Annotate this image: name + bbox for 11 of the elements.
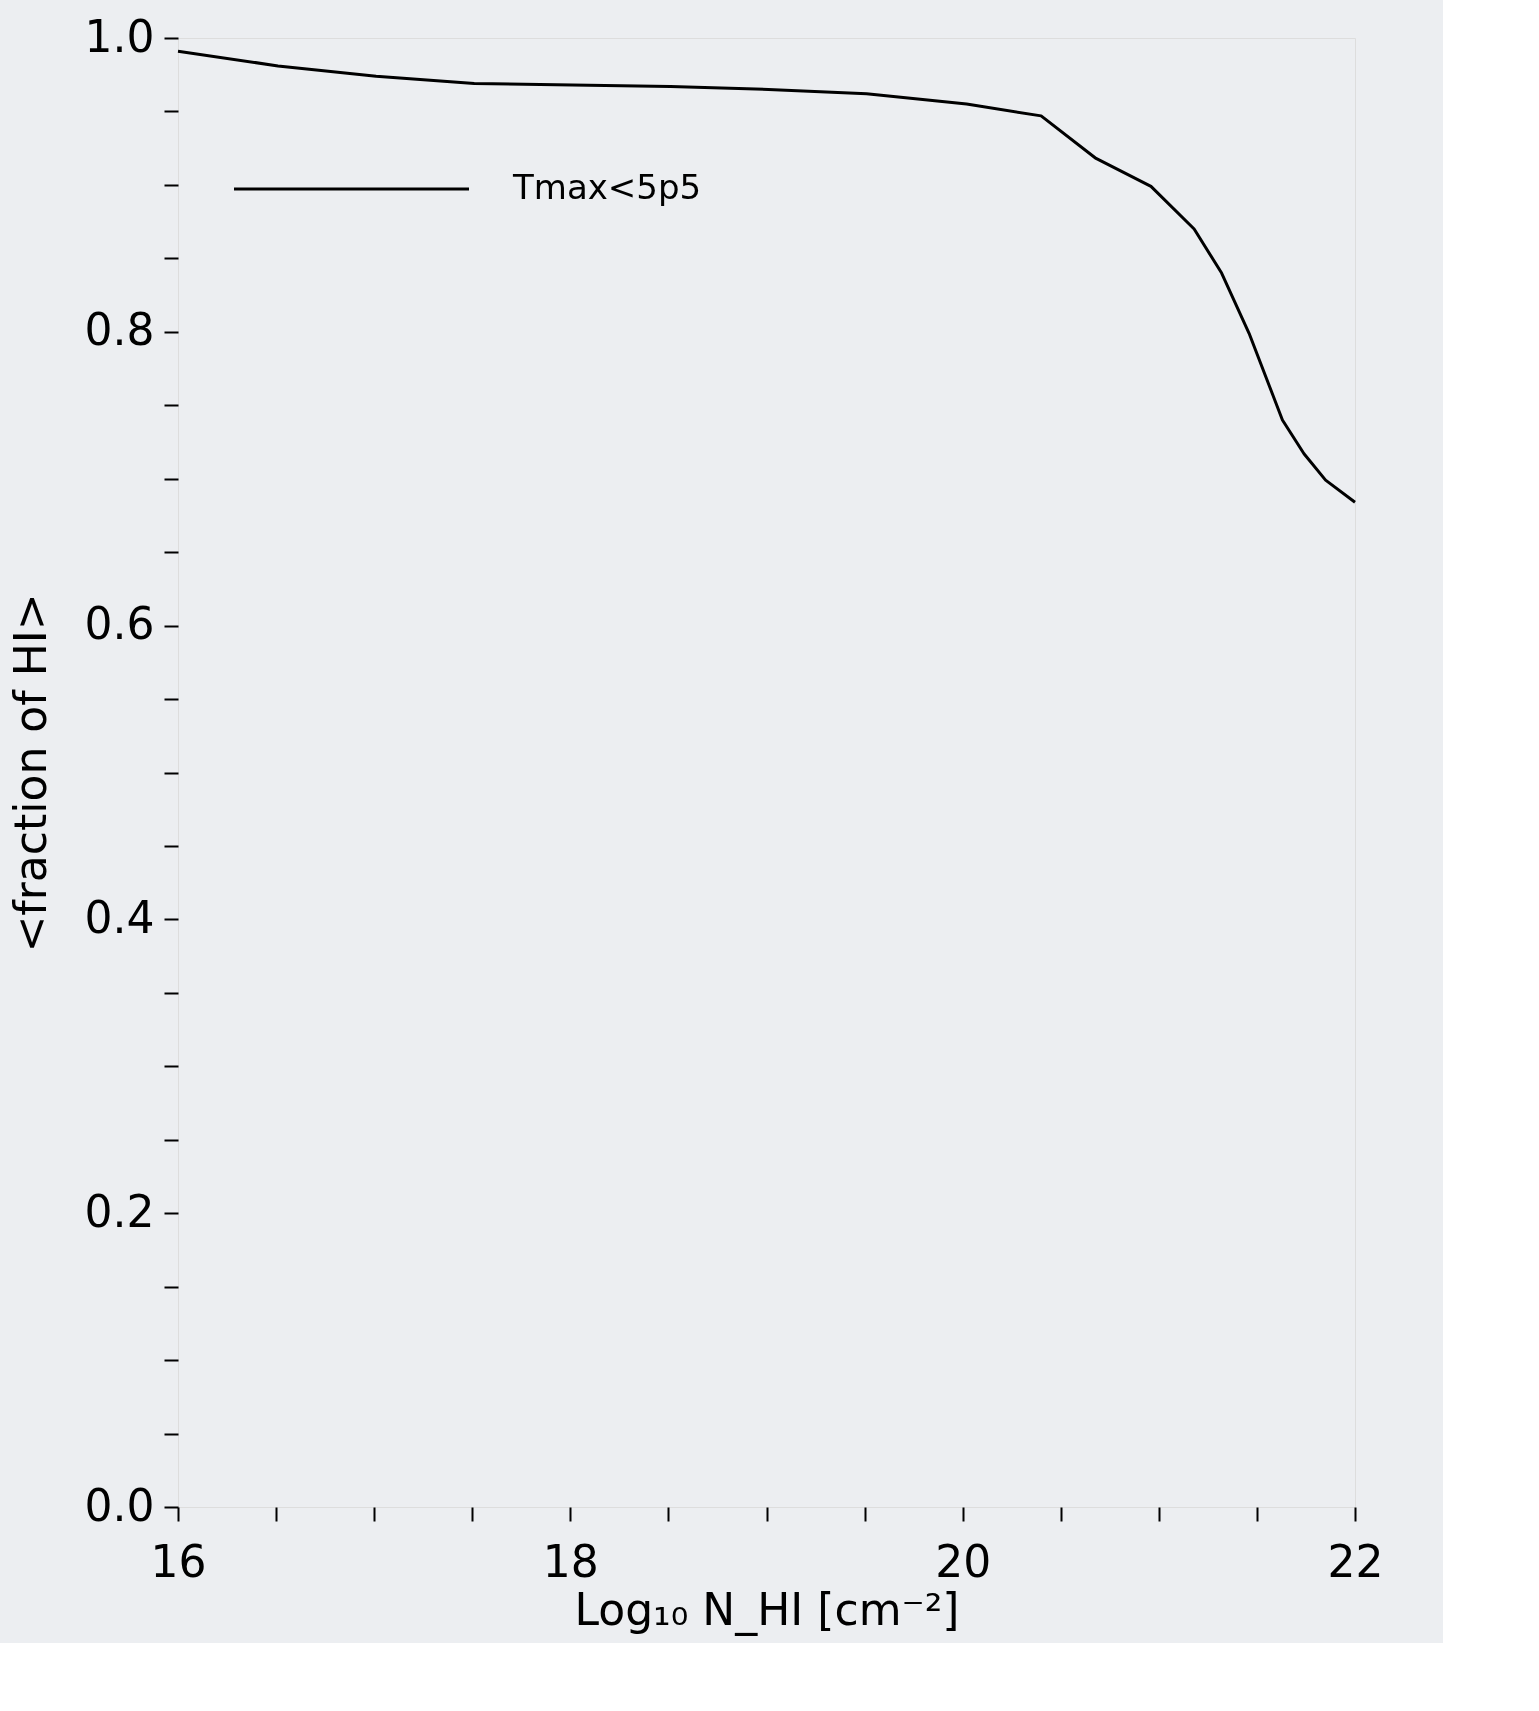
y-tick-label: 0.8 [84, 304, 155, 356]
y-tick-label: 0.0 [84, 1479, 155, 1531]
y-tick-label: 0.6 [84, 598, 155, 650]
y-tick-label: 1.0 [84, 10, 155, 62]
y-tick-label: 0.4 [84, 891, 155, 943]
y-tick-label: 0.2 [84, 1185, 155, 1237]
x-tick-label: 22 [1327, 1535, 1384, 1587]
y-axis-title: <fraction of HI> [4, 593, 56, 953]
line-series [176, 49, 1357, 504]
x-tick-label: 16 [150, 1535, 207, 1587]
text: Tmax<5p5 [512, 167, 702, 207]
